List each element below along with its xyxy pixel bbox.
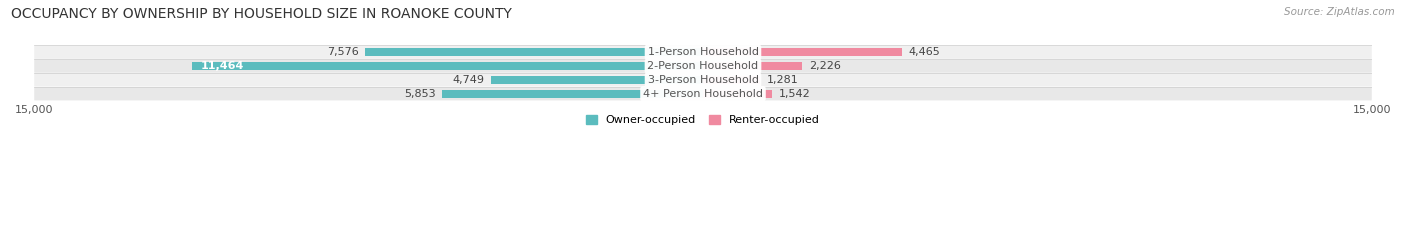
Bar xyxy=(366,48,703,56)
Text: 4,749: 4,749 xyxy=(453,75,485,85)
Bar xyxy=(491,76,703,84)
Bar xyxy=(703,62,803,70)
Text: 4,465: 4,465 xyxy=(908,47,941,57)
Text: 5,853: 5,853 xyxy=(404,89,436,99)
Legend: Owner-occupied, Renter-occupied: Owner-occupied, Renter-occupied xyxy=(581,110,825,130)
FancyBboxPatch shape xyxy=(34,73,1372,86)
Text: 1-Person Household: 1-Person Household xyxy=(648,47,758,57)
Text: 7,576: 7,576 xyxy=(326,47,359,57)
Bar xyxy=(441,90,703,98)
Bar xyxy=(703,76,761,84)
Text: 4+ Person Household: 4+ Person Household xyxy=(643,89,763,99)
Bar xyxy=(703,48,903,56)
Bar xyxy=(703,90,772,98)
FancyBboxPatch shape xyxy=(34,87,1372,100)
FancyBboxPatch shape xyxy=(34,59,1372,73)
Bar xyxy=(191,62,703,70)
Text: 3-Person Household: 3-Person Household xyxy=(648,75,758,85)
Text: 1,281: 1,281 xyxy=(766,75,799,85)
Text: 2,226: 2,226 xyxy=(808,61,841,71)
Text: 1,542: 1,542 xyxy=(779,89,810,99)
Text: 11,464: 11,464 xyxy=(201,61,245,71)
FancyBboxPatch shape xyxy=(34,46,1372,59)
Text: OCCUPANCY BY OWNERSHIP BY HOUSEHOLD SIZE IN ROANOKE COUNTY: OCCUPANCY BY OWNERSHIP BY HOUSEHOLD SIZE… xyxy=(11,7,512,21)
Text: 2-Person Household: 2-Person Household xyxy=(647,61,759,71)
Text: Source: ZipAtlas.com: Source: ZipAtlas.com xyxy=(1284,7,1395,17)
